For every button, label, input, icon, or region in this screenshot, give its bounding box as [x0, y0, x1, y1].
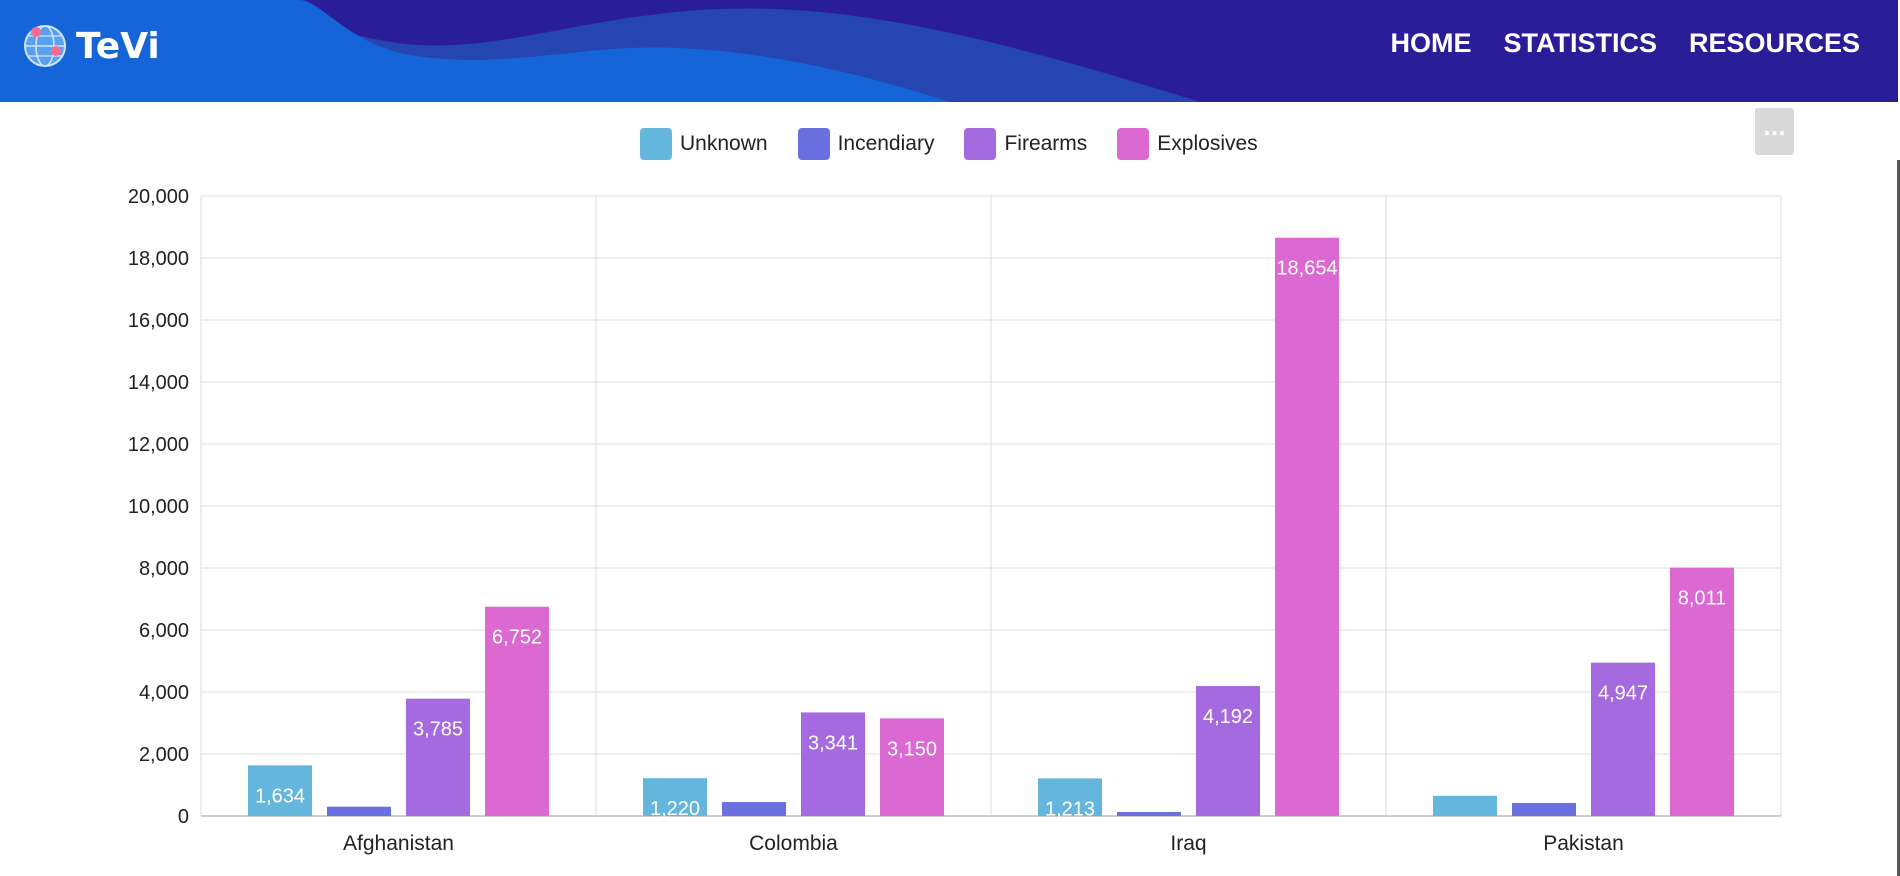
bar-incendiary-pakistan [1512, 802, 1576, 816]
x-tick-label: Pakistan [1543, 832, 1624, 855]
bar-explosives-afghanistan [485, 606, 549, 816]
header-wave [0, 0, 1200, 102]
y-tick-label: 6,000 [139, 620, 189, 642]
axis-mask [201, 817, 1781, 826]
data-label: 4,192 [1203, 706, 1253, 728]
x-tick-label: Afghanistan [343, 832, 454, 855]
chart-legend: Unknown Incendiary Firearms Explosives [640, 128, 1258, 160]
legend-swatch-unknown [640, 128, 672, 160]
y-tick-label: 4,000 [139, 682, 189, 704]
legend-item-firearms[interactable]: Firearms [964, 128, 1087, 160]
bar-firearms-colombia [801, 712, 865, 816]
data-label: 8,011 [1678, 588, 1727, 610]
main-nav: HOME STATISTICS RESOURCES [1390, 28, 1860, 59]
y-tick-label: 10,000 [128, 496, 189, 518]
legend-swatch-explosives [1117, 128, 1150, 160]
legend-label-unknown: Unknown [680, 132, 768, 155]
legend-swatch-firearms [964, 128, 997, 160]
legend-swatch-incendiary [797, 128, 830, 160]
bar-incendiary-iraq [1117, 811, 1181, 816]
y-tick-label: 0 [178, 806, 189, 828]
y-tick-label: 8,000 [139, 558, 189, 580]
nav-statistics[interactable]: STATISTICS [1503, 28, 1657, 58]
legend-label-incendiary: Incendiary [837, 132, 935, 155]
data-label: 4,947 [1598, 683, 1648, 705]
legend-item-explosives[interactable]: Explosives [1117, 128, 1258, 160]
bar-explosives-colombia [880, 718, 944, 816]
data-label: 6,752 [492, 627, 542, 649]
data-label: 1,220 [650, 798, 700, 820]
bar-unknown-afghanistan [248, 765, 312, 816]
nav-resources[interactable]: RESOURCES [1688, 28, 1860, 58]
data-label: 18,654 [1276, 258, 1337, 280]
bar-incendiary-afghanistan [327, 806, 391, 816]
y-tick-label: 2,000 [139, 744, 189, 766]
legend-item-incendiary[interactable]: Incendiary [797, 128, 935, 160]
globe-icon [24, 25, 66, 67]
data-label: 1,634 [255, 785, 305, 807]
legend-label-firearms: Firearms [1004, 132, 1088, 155]
y-tick-label: 20,000 [128, 186, 189, 208]
legend-item-unknown[interactable]: Unknown [640, 128, 768, 160]
data-label: 3,785 [413, 719, 463, 741]
y-tick-label: 12,000 [128, 434, 189, 456]
bar-explosives-pakistan [1670, 567, 1734, 816]
page-scrollbar[interactable] [1897, 160, 1900, 876]
bar-unknown-colombia [643, 778, 707, 816]
data-label: 3,150 [887, 738, 937, 760]
chart-menu-button[interactable]: ... [1755, 108, 1794, 155]
x-tick-label: Colombia [749, 832, 838, 855]
bar-firearms-iraq [1196, 686, 1260, 816]
bar-firearms-pakistan [1591, 662, 1655, 816]
site-header: TeVi HOME STATISTICS RESOURCES [0, 0, 1898, 102]
bar-explosives-iraq [1275, 237, 1339, 816]
nav-home[interactable]: HOME [1390, 28, 1472, 58]
brand-name: TeVi [76, 25, 160, 67]
bar-incendiary-colombia [722, 802, 786, 816]
legend-label-explosives: Explosives [1157, 132, 1258, 155]
data-label: 1,213 [1045, 798, 1095, 820]
y-tick-label: 14,000 [128, 372, 189, 394]
x-tick-label: Iraq [1170, 832, 1206, 855]
bar-unknown-pakistan [1433, 795, 1497, 816]
brand-logo[interactable]: TeVi [22, 22, 160, 70]
y-tick-label: 16,000 [128, 310, 189, 332]
data-label: 3,341 [808, 732, 858, 754]
bar-unknown-iraq [1038, 778, 1102, 816]
bar-firearms-afghanistan [406, 698, 470, 816]
y-tick-label: 18,000 [128, 248, 189, 270]
